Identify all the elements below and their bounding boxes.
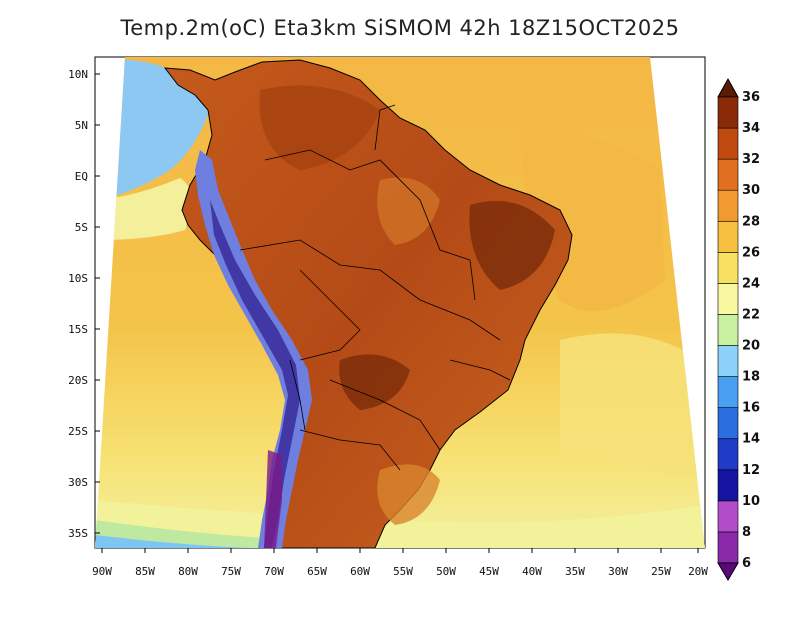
colorbar-cell (717, 407, 739, 440)
lon-label-75w: 75W (221, 565, 241, 578)
colorbar-cell (717, 500, 739, 533)
amazon-hot-patch (259, 85, 380, 170)
southwest-cold-band (95, 535, 250, 548)
colorbar-label: 12 (742, 463, 760, 478)
colorbar-label: 30 (742, 183, 760, 198)
colorbar-label: 24 (742, 276, 760, 291)
lon-label-65w: 65W (307, 565, 327, 578)
colorbar-cell (717, 376, 739, 408)
lon-label-80w: 80W (178, 565, 198, 578)
central-warm-patch (377, 177, 440, 245)
colorbar-cell (717, 469, 739, 502)
colorbar-cell (717, 438, 739, 471)
lon-label-20w: 20W (688, 565, 708, 578)
lon-label-70w: 70W (264, 565, 284, 578)
colorbar-label: 16 (742, 401, 760, 416)
lon-label-60w: 60W (350, 565, 370, 578)
longitude-axis: 90W 85W 80W 75W 70W 65W 60W 55W 50W 45W … (92, 548, 708, 578)
colorbar-label: 6 (742, 556, 751, 571)
colorbar-label: 18 (742, 370, 760, 385)
lat-label-15s: 15S (68, 323, 88, 336)
lat-label-5n: 5N (75, 119, 88, 132)
colorbar-cell (717, 531, 739, 564)
south-america-land (163, 59, 573, 548)
colorbar-cell (717, 314, 739, 346)
colorbar-cell (717, 127, 739, 160)
colorbar-cell (717, 283, 739, 315)
pacific-mild-region (100, 178, 192, 240)
lat-label-20s: 20S (68, 374, 88, 387)
colorbar-top-arrow (717, 77, 739, 98)
pantanal-very-hot-patch (339, 354, 410, 410)
colorbar-cell (717, 189, 739, 222)
colorbar-cell (717, 345, 739, 377)
lat-label-35s: 35S (68, 527, 88, 540)
colorbar-cell (717, 96, 739, 129)
lon-label-85w: 85W (135, 565, 155, 578)
colorbar-label: 34 (742, 121, 760, 136)
lat-label-5s: 5S (75, 221, 88, 234)
southern-brazil-warm-patch (377, 464, 440, 525)
colorbar-label: 26 (742, 245, 760, 260)
lon-label-40w: 40W (522, 565, 542, 578)
colorbar-label: 14 (742, 432, 760, 447)
colorbar-label: 22 (742, 307, 760, 322)
colorbar: 6 8 10 12 14 16 18 20 22 24 26 28 30 32 34 36 (717, 77, 760, 581)
colorbar-label: 36 (742, 90, 760, 105)
atlantic-mild-region (560, 333, 705, 480)
lat-label-10s: 10S (68, 272, 88, 285)
colorbar-label: 20 (742, 339, 760, 354)
colorbar-label: 8 (742, 525, 751, 540)
map-title: Temp.2m(oC) Eta3km SiSMOM 42h 18Z15OCT20… (120, 16, 680, 40)
lon-label-55w: 55W (393, 565, 413, 578)
lat-label-25s: 25S (68, 425, 88, 438)
country-borders (239, 104, 511, 471)
pacific-cool-region (95, 57, 210, 200)
colorbar-cells (717, 96, 739, 564)
colorbar-cell (717, 252, 739, 284)
colorbar-label: 10 (742, 494, 760, 509)
temperature-field (95, 57, 705, 548)
lon-label-45w: 45W (479, 565, 499, 578)
lon-label-30w: 30W (608, 565, 628, 578)
colorbar-bottom-arrow (717, 562, 739, 581)
colorbar-cell (717, 220, 739, 253)
colorbar-cell (717, 158, 739, 191)
lon-label-35w: 35W (565, 565, 585, 578)
colorbar-labels: 6 8 10 12 14 16 18 20 22 24 26 28 30 32 34 36 (742, 90, 760, 571)
colorbar-label: 32 (742, 152, 760, 167)
latitude-axis: 10N 5N EQ 5S 10S 15S 20S 25S 30S 35S (68, 68, 100, 540)
lat-label-10n: 10N (68, 68, 88, 81)
northeast-very-hot-patch (469, 200, 555, 290)
colorbar-label: 28 (742, 214, 760, 229)
lon-label-50w: 50W (436, 565, 456, 578)
andes-purple-core (264, 450, 282, 548)
lon-label-25w: 25W (651, 565, 671, 578)
lat-label-eq: EQ (75, 170, 88, 183)
lon-label-90w: 90W (92, 565, 112, 578)
lat-label-30s: 30S (68, 476, 88, 489)
